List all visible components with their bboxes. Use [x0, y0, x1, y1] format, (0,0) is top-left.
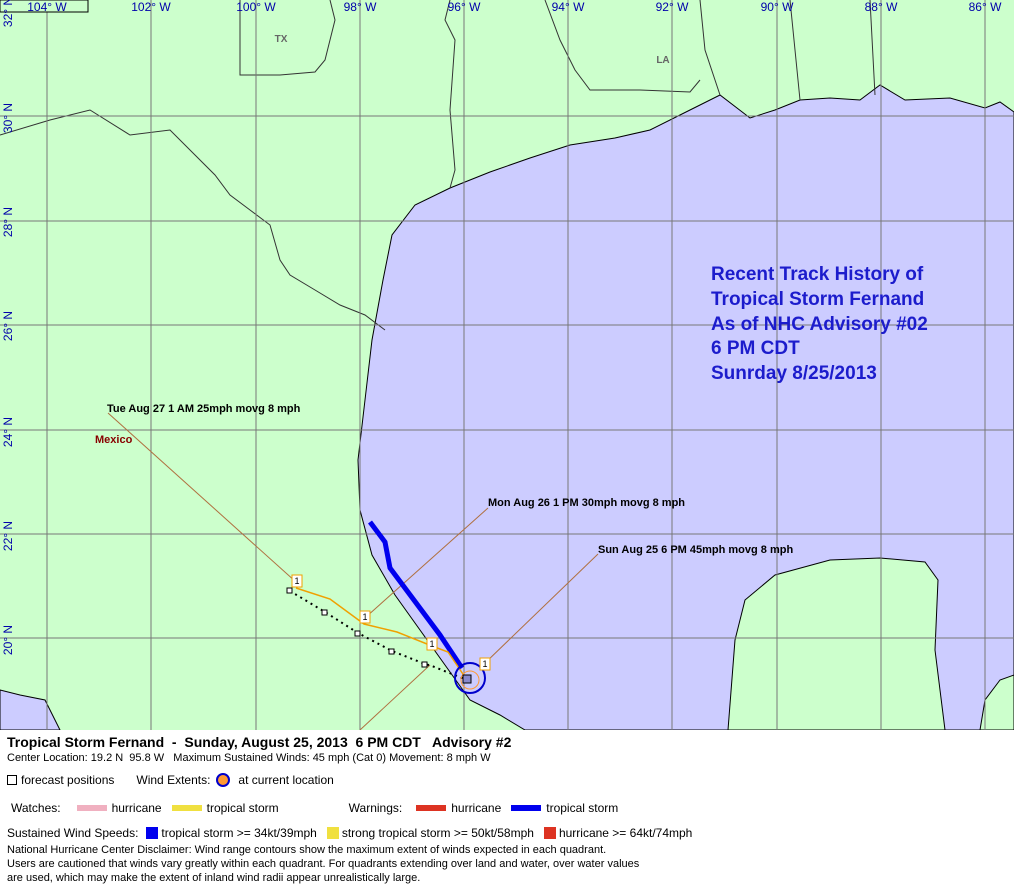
- forecast-marker: 1: [362, 612, 367, 622]
- legend-text: Warnings:: [348, 801, 403, 815]
- place-label: TX: [275, 34, 288, 45]
- lon-label: 98° W: [344, 0, 377, 14]
- legend-text: strong tropical storm >= 50kt/58mph: [341, 826, 534, 840]
- legend: Tropical Storm Fernand - Sunday, August …: [0, 730, 1014, 886]
- disclaimer: are used, which may make the extent of i…: [7, 872, 421, 884]
- forecast-point: [321, 609, 328, 616]
- icon: [216, 773, 231, 787]
- track-label: Mon Aug 26 1 PM 30mph movg 8 mph: [488, 497, 685, 509]
- disclaimer: Users are cautioned that winds vary grea…: [7, 858, 640, 870]
- lon-label: 96° W: [448, 0, 481, 14]
- lat-label: 24° N: [1, 417, 15, 447]
- forecast-point: [354, 630, 361, 637]
- forecast-point: [286, 587, 293, 594]
- warning-line: [368, 520, 465, 670]
- legend-text: tropical storm: [206, 801, 279, 815]
- legend-text: tropical storm >= 34kt/39mph: [161, 826, 317, 840]
- leader-line: [483, 553, 599, 665]
- forecast-marker: 1: [482, 659, 487, 669]
- annotation: Tropical Storm Fernand: [711, 289, 924, 310]
- legend-title: Tropical Storm Fernand - Sunday, August …: [7, 734, 512, 750]
- annotation: Recent Track History of: [711, 264, 924, 285]
- swatch: [171, 805, 202, 811]
- legend-row: forecast positions Wind Extents: at curr…: [7, 773, 334, 787]
- grid: [0, 0, 1014, 730]
- wind-extent: [460, 670, 480, 690]
- legend-text: Watches:: [11, 801, 61, 815]
- forecast-point: [421, 661, 428, 668]
- annotation: Sunrday 8/25/2013: [711, 363, 877, 384]
- lat-label: 26° N: [1, 311, 15, 341]
- track-label: Sun Aug 25 6 PM 45mph movg 8 mph: [598, 544, 793, 556]
- track-label: Tue Aug 27 1 AM 25mph movg 8 mph: [107, 403, 301, 415]
- swatch: [76, 805, 107, 811]
- marker-box: [291, 574, 303, 588]
- yucatan: [727, 557, 946, 730]
- forecast-points: [286, 587, 428, 668]
- swatch: [416, 805, 447, 811]
- marker-box: [359, 610, 371, 624]
- current-position: [462, 674, 472, 684]
- legend-text: Sustained Wind Speeds:: [7, 826, 139, 840]
- place-label: Mexico: [95, 434, 133, 446]
- forecast-marker: 1: [429, 639, 434, 649]
- swatch: [511, 805, 542, 811]
- leader-lines: [107, 412, 599, 730]
- lon-label: 88° W: [865, 0, 898, 14]
- legend-text: at current location: [238, 773, 334, 787]
- island: [979, 674, 1014, 730]
- icon: [7, 775, 17, 785]
- legend-details: Center Location: 19.2 N 95.8 W Maximum S…: [7, 752, 491, 764]
- place-label: LA: [656, 55, 669, 66]
- lon-label: 102° W: [131, 0, 171, 14]
- swatch: [543, 827, 556, 839]
- land-sw: [0, 689, 61, 730]
- leader-line: [365, 507, 489, 618]
- lat-label: 20° N: [1, 625, 15, 655]
- lon-label: 100° W: [236, 0, 276, 14]
- marker-box: [426, 637, 438, 651]
- legend-text: Wind Extents:: [136, 773, 211, 787]
- annotation: 6 PM CDT: [711, 338, 800, 359]
- lat-label: 22° N: [1, 521, 15, 551]
- forecast-marker: 1: [294, 576, 299, 586]
- lon-label: 90° W: [761, 0, 794, 14]
- legend-row: Sustained Wind Speeds: tropical storm >=…: [7, 826, 692, 840]
- state-border: [239, 0, 876, 189]
- disclaimer: National Hurricane Center Disclaimer: Wi…: [7, 844, 607, 856]
- legend-row: Watches: hurricane tropical storm Warnin…: [11, 801, 618, 815]
- lon-label: 86° W: [969, 0, 1002, 14]
- swatch: [146, 827, 159, 839]
- lon-label: 94° W: [552, 0, 585, 14]
- lat-label: 28° N: [1, 207, 15, 237]
- forecast-point: [388, 648, 395, 655]
- legend-text: forecast positions: [21, 773, 115, 787]
- lon-label: 104° W: [27, 0, 67, 14]
- leader-line: [107, 412, 297, 583]
- lon-label: 92° W: [656, 0, 689, 14]
- wind-extent: [454, 662, 486, 694]
- marker-box: [479, 657, 491, 671]
- legend-text: tropical storm: [546, 801, 619, 815]
- leader-line: [359, 664, 431, 730]
- border: [0, 109, 386, 331]
- lat-label: 32° N: [1, 0, 15, 27]
- map: 104° W 102° W 100° W 98° W 96° W 94° W 9…: [0, 0, 1014, 730]
- lat-label: 30° N: [1, 103, 15, 133]
- legend-text: hurricane: [451, 801, 502, 815]
- label-box: [0, 0, 89, 13]
- legend-text: hurricane: [111, 801, 162, 815]
- forecast-track: [295, 587, 468, 681]
- swatch: [326, 827, 339, 839]
- annotation: As of NHC Advisory #02: [711, 314, 928, 335]
- legend-text: hurricane >= 64kt/74mph: [558, 826, 693, 840]
